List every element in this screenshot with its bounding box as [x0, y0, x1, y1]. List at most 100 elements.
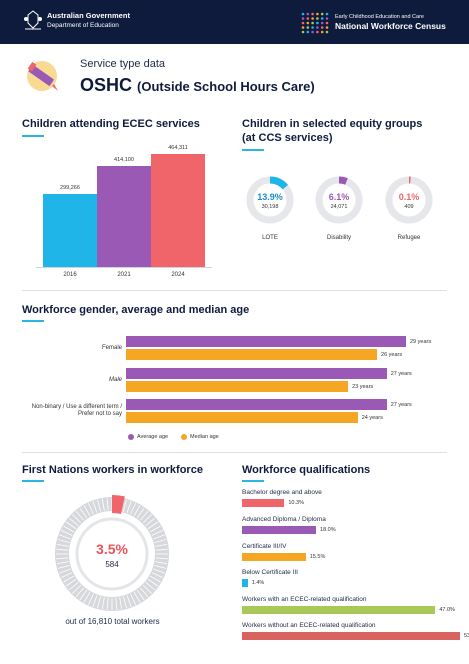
logo-dot: [325, 30, 329, 34]
fn-tick: [126, 501, 132, 513]
title-paren: (Outside School Hours Care): [137, 79, 315, 94]
age-category-label: Female: [22, 345, 122, 352]
age-bar: [126, 412, 358, 423]
age-category-label: Non-binary / Use a different term / Prefe…: [22, 404, 122, 418]
qualification-label: Below Certificate III: [242, 569, 298, 576]
section-underline: [22, 135, 44, 137]
donut-slice: [315, 176, 363, 224]
fn-tick: [139, 587, 149, 598]
fn-tick: [68, 581, 79, 591]
title-main: OSHC: [80, 75, 133, 95]
legend-dot: [181, 434, 187, 440]
attendance-axis-line: [36, 267, 212, 268]
census-line2: National Workforce Census: [335, 21, 446, 31]
fn-tick: [87, 503, 94, 515]
qualification-value: 47.0%: [439, 607, 455, 613]
logo-dot: [325, 12, 329, 16]
fn-tick: [133, 591, 141, 603]
attendance-year-label: 2024: [171, 272, 185, 278]
qualifications-title: Workforce qualifications: [242, 464, 371, 476]
age-value-label: 26 years: [381, 352, 403, 358]
age-value-label: 29 years: [410, 339, 432, 345]
fn-tick: [68, 517, 79, 527]
attendance-bar: [97, 166, 151, 267]
equity-count: 409: [404, 204, 414, 210]
section-underline: [22, 320, 44, 322]
fn-tick: [83, 591, 91, 603]
age-bar: [126, 368, 387, 379]
logo-dot: [311, 17, 314, 20]
attendance-value-label: 414,100: [114, 157, 134, 164]
fn-tick: [106, 597, 109, 610]
fn-tick: [149, 575, 161, 583]
logo-dot: [320, 17, 324, 20]
fn-tick: [83, 505, 91, 517]
logo-dot: [301, 30, 305, 34]
fn-tick: [153, 534, 165, 540]
fn-tick: [57, 539, 70, 543]
logo-dot: [316, 12, 319, 16]
donut-slice: [246, 176, 294, 224]
fn-tick: [130, 593, 137, 605]
donut-slice: [385, 176, 433, 224]
fn-tick: [75, 510, 85, 521]
fn-slice: [112, 495, 125, 514]
fn-tick: [130, 503, 137, 515]
legend-label: Average age: [137, 434, 169, 440]
qualification-value: 1.4%: [251, 580, 265, 586]
qualification-bar: [242, 579, 248, 587]
attendance-bar: [151, 154, 205, 267]
fn-tick: [79, 589, 88, 601]
fn-tick: [155, 548, 168, 551]
equity-donut: [246, 176, 294, 224]
attendance-year-label: 2021: [117, 272, 131, 278]
logo-dot: [306, 26, 310, 29]
fn-tick: [106, 498, 109, 511]
fn-tick: [63, 525, 75, 533]
fn-tick: [97, 499, 101, 512]
qualification-bar: [242, 526, 317, 534]
first-nations-percent: 3.5%: [96, 541, 128, 557]
fn-tick: [136, 589, 145, 601]
fn-tick: [101, 597, 105, 610]
fn-tick: [57, 565, 70, 569]
age-category-label: Male: [22, 377, 122, 384]
logo-dot: [306, 12, 310, 16]
equity-percent: 13.9%: [257, 192, 283, 202]
fn-tick: [147, 521, 159, 530]
qualification-value: 53.0%: [464, 633, 469, 639]
logo-dot: [311, 21, 314, 25]
attendance-year-label: 2016: [63, 272, 77, 278]
children-attending-title: Children attending ECEC services: [22, 118, 200, 130]
first-nations-count: 584: [105, 560, 119, 569]
logo-dot: [320, 26, 324, 29]
fn-tick: [155, 557, 168, 560]
logo-dot: [320, 21, 324, 25]
fn-tick: [142, 514, 152, 524]
equity-donut: [315, 176, 363, 224]
legend-dot: [128, 434, 134, 440]
age-value-label: 23 years: [352, 384, 374, 390]
fn-tick: [145, 581, 156, 591]
first-nations-total: out of 16,810 total workers: [65, 617, 160, 626]
fn-tick: [65, 578, 77, 587]
age-category-line: Prefer not to say: [77, 411, 122, 417]
logo-dot: [301, 17, 305, 20]
coat-of-arms-icon: [24, 10, 42, 30]
logo-dot: [325, 21, 329, 25]
logo-dot: [301, 12, 305, 16]
fn-tick: [59, 534, 71, 540]
age-value-label: 27 years: [390, 402, 412, 408]
fn-tick: [153, 568, 165, 574]
section-divider: [22, 452, 447, 453]
age-bar: [126, 381, 349, 392]
fn-tick: [123, 596, 127, 609]
first-nations-donut: [55, 495, 169, 611]
gov-name: Australian Government: [47, 11, 130, 20]
fn-tick: [147, 578, 159, 587]
age-bar: [126, 336, 406, 347]
census-wordmark: Early Childhood Education and Care Natio…: [335, 13, 446, 31]
qualification-value: 15.5%: [309, 554, 326, 560]
logo-dot: [301, 21, 305, 25]
qualification-label: Certificate III/IV: [242, 543, 287, 550]
